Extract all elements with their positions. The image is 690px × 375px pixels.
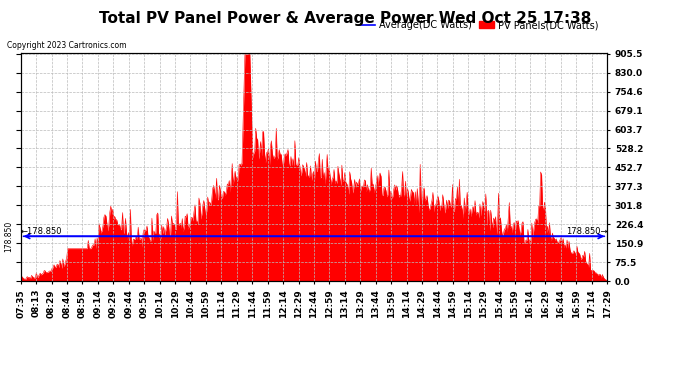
Legend: Average(DC Watts), PV Panels(DC Watts): Average(DC Watts), PV Panels(DC Watts) <box>357 16 602 34</box>
Text: 178.850→: 178.850→ <box>566 227 607 236</box>
Text: Copyright 2023 Cartronics.com: Copyright 2023 Cartronics.com <box>7 41 126 50</box>
Text: ←178.850: ←178.850 <box>21 227 62 236</box>
Text: Total PV Panel Power & Average Power Wed Oct 25 17:38: Total PV Panel Power & Average Power Wed… <box>99 11 591 26</box>
Text: 178.850: 178.850 <box>5 220 14 252</box>
